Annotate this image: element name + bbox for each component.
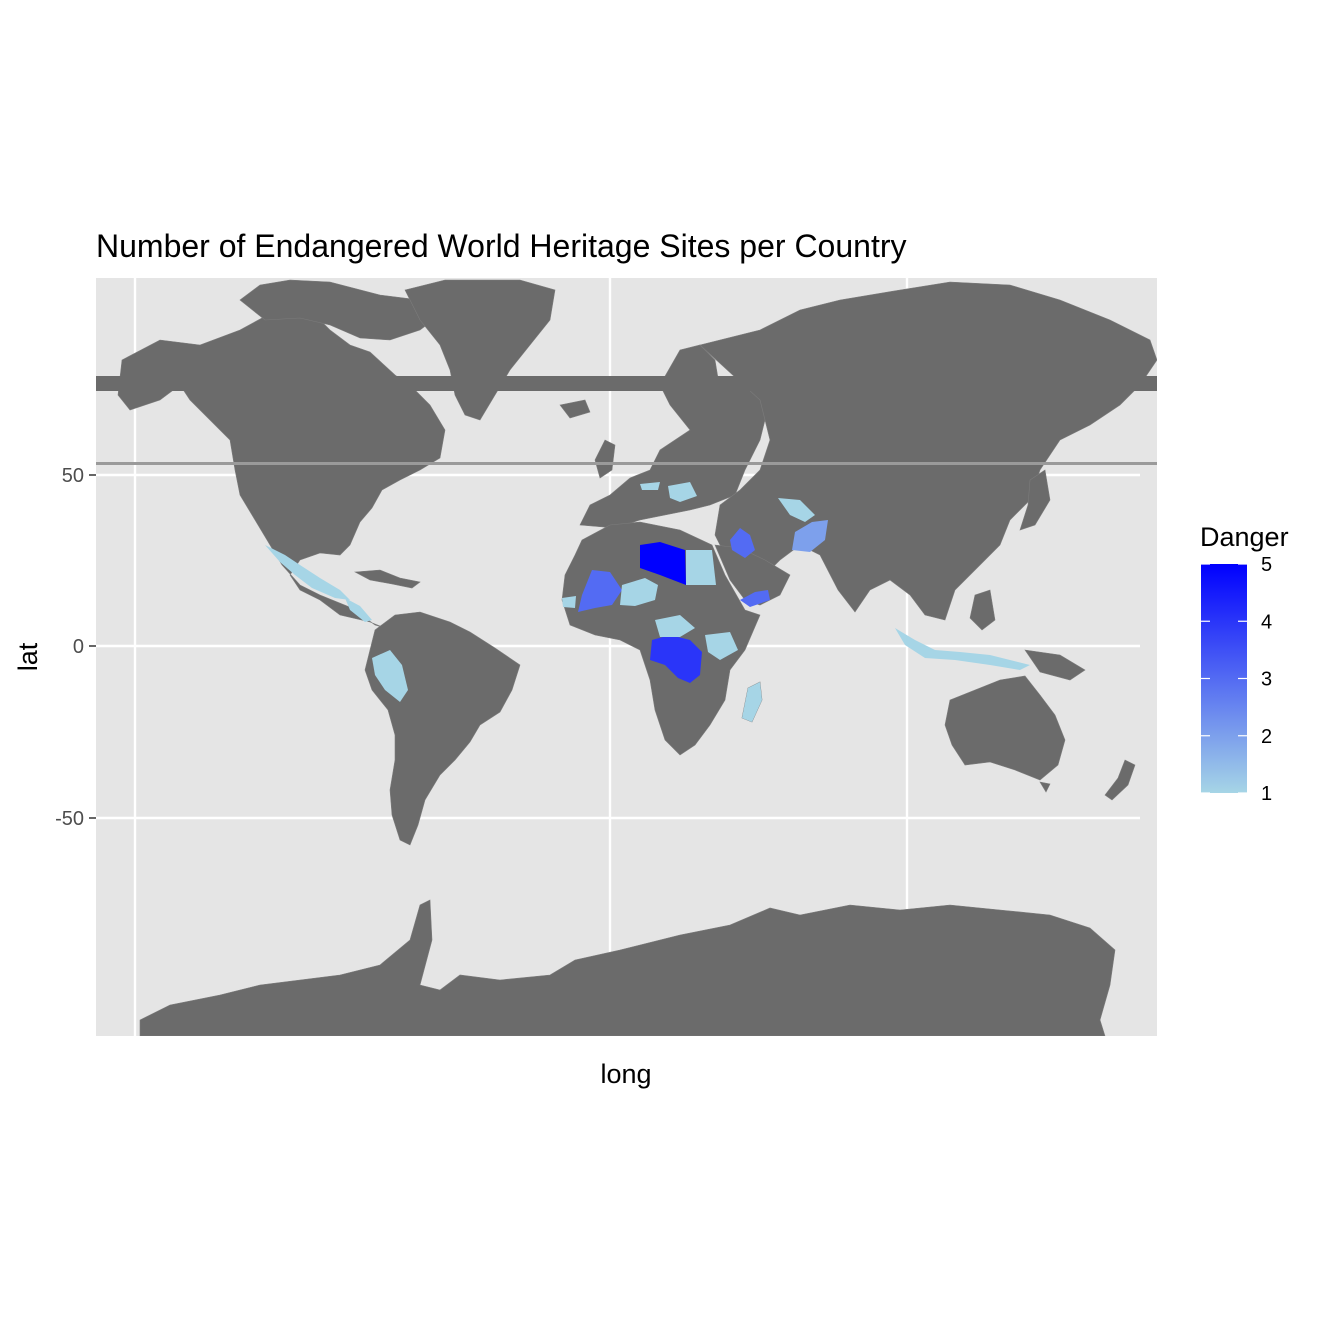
region-indonesia [895, 628, 1030, 670]
region-syria-iraq [730, 528, 755, 558]
region-niger [620, 578, 658, 606]
land-new-guinea [1024, 649, 1086, 681]
legend-title: Danger [1200, 522, 1289, 552]
land-uk [594, 439, 616, 479]
region-tanzania [705, 632, 738, 660]
legend-tick-label: 3 [1261, 669, 1272, 691]
land-new-zealand [1104, 759, 1136, 801]
legend-tick-label: 4 [1261, 611, 1272, 633]
land-japan [1019, 469, 1051, 531]
region-car [655, 615, 695, 637]
y-tick-label: -50 [55, 808, 84, 830]
projection-band-top [96, 376, 1157, 391]
region-uzbekistan [778, 498, 815, 522]
land-antarctica [139, 899, 1116, 1036]
legend-ticks: 5 4 3 2 1 [1201, 554, 1272, 805]
region-peru [372, 650, 408, 702]
chart-title: Number of Endangered World Heritage Site… [96, 228, 906, 264]
land-greenland [404, 279, 556, 421]
danger-regions [265, 482, 1030, 722]
legend: Danger 5 4 3 2 1 [1200, 522, 1289, 805]
projection-band-lower [96, 462, 1157, 465]
region-mexico [265, 545, 350, 600]
legend-tick-label: 1 [1261, 783, 1272, 805]
region-central-america [345, 598, 372, 622]
region-dr-congo [650, 635, 702, 683]
land-masses [117, 279, 1157, 1036]
y-tick-label: 50 [62, 465, 84, 487]
land-tasmania [1039, 781, 1051, 793]
land-australia [944, 675, 1066, 781]
legend-tick-label: 2 [1261, 726, 1272, 748]
region-afghanistan [792, 520, 828, 552]
projection-bands [96, 376, 1157, 465]
y-tick-label: 0 [73, 636, 84, 658]
y-axis: 50 0 -50 [55, 465, 96, 830]
land-caribbean [353, 569, 421, 589]
land-se-asia-islands [969, 589, 996, 631]
legend-tick-label: 5 [1261, 554, 1272, 576]
region-romania [668, 482, 697, 502]
region-yemen [740, 590, 770, 607]
y-axis-title: lat [13, 642, 43, 671]
region-egypt [686, 550, 716, 585]
region-mali [578, 570, 622, 612]
land-south-america [364, 611, 521, 846]
region-senegal [562, 596, 576, 608]
x-axis-title: long [600, 1059, 651, 1089]
region-madagascar [742, 682, 762, 722]
land-iceland [559, 399, 591, 419]
region-libya [640, 542, 686, 585]
region-austria [640, 482, 660, 490]
